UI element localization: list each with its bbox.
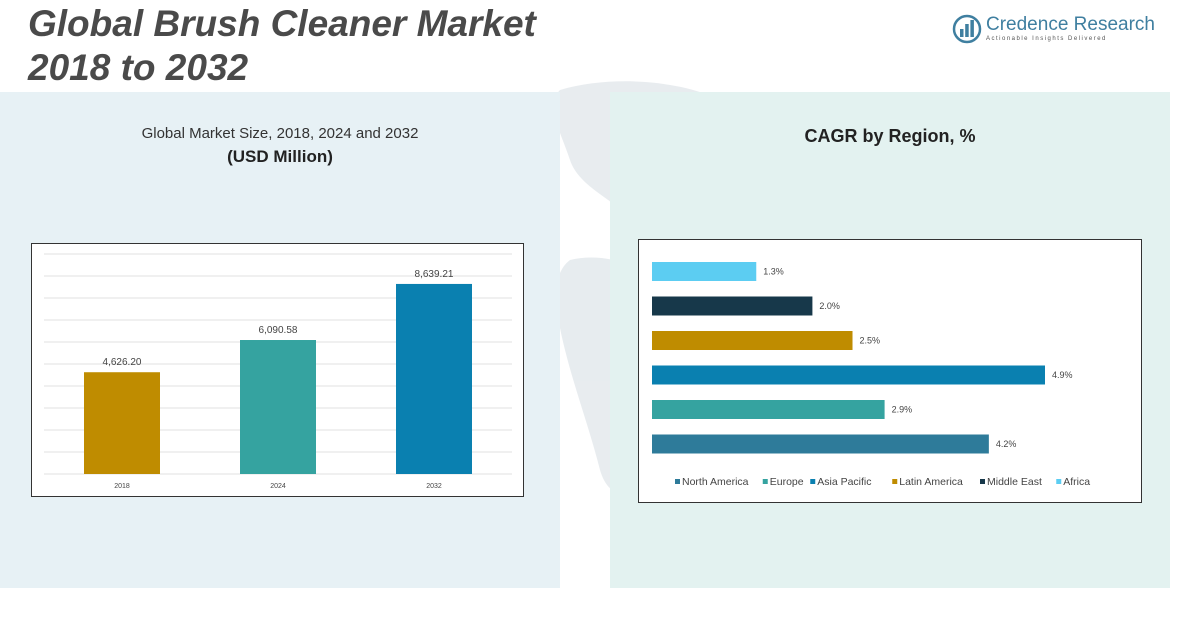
market-size-chart-title: Global Market Size, 2018, 2024 and 2032	[141, 125, 419, 142]
bar-value-label: 8,639.21	[415, 269, 454, 280]
legend-swatch	[1056, 479, 1062, 484]
hbar-value-label: 2.0%	[819, 301, 840, 311]
credence-research-logo: Credence Research Actionable Insights De…	[952, 14, 1162, 46]
market-size-chart-unit: (USD Million)	[227, 147, 333, 166]
x-tick-label: 2024	[270, 483, 286, 490]
logo-tagline: Actionable Insights Delivered	[986, 36, 1107, 42]
legend-label: Europe	[770, 476, 804, 488]
bar-value-label: 4,626.20	[103, 357, 142, 368]
page-title-line-2: 2018 to 2032	[28, 47, 249, 88]
x-tick-label: 2018	[114, 483, 130, 490]
legend-swatch	[810, 479, 816, 484]
bar-2024	[240, 340, 316, 474]
bar-chart-circle-icon	[952, 14, 982, 44]
bar-value-label: 6,090.58	[259, 325, 298, 336]
legend-swatch	[762, 479, 768, 484]
market-size-bar-chart: 4,626.20 2018 6,090.58 2024 8,639.21 2032	[31, 243, 524, 497]
hbar-north-america	[652, 434, 989, 454]
cagr-bar-chart: 1.3% 2.0% 2.5% 4.9% 2.9% 4.2% North America Eur…	[638, 239, 1142, 503]
hbar-value-label: 4.9%	[1052, 370, 1073, 380]
market-size-bar-chart-svg: 4,626.20 2018 6,090.58 2024 8,639.21 2032	[44, 253, 512, 490]
legend-label: Middle East	[987, 476, 1042, 488]
legend-label: Asia Pacific	[817, 476, 871, 488]
legend-label: Africa	[1063, 476, 1090, 488]
hbar-africa	[652, 262, 757, 281]
cagr-chart-title: CAGR by Region, %	[804, 126, 976, 146]
legend-swatch	[675, 479, 680, 484]
hbar-europe	[652, 400, 885, 419]
x-tick-label: 2032	[426, 483, 442, 490]
page-title: Global Brush Cleaner Market 2018 to 2032	[28, 2, 536, 90]
legend-swatch	[892, 479, 898, 484]
legend-label: North America	[682, 476, 749, 488]
cagr-bar-chart-svg: 1.3% 2.0% 2.5% 4.9% 2.9% 4.2% North America Eur…	[652, 262, 1090, 488]
page-title-line-1: Global Brush Cleaner Market	[28, 3, 536, 44]
hbar-value-label: 2.5%	[860, 336, 881, 346]
hbar-latin-america	[652, 331, 853, 350]
hbar-value-label: 1.3%	[763, 267, 784, 277]
hbar-value-label: 4.2%	[996, 439, 1017, 449]
legend-label: Latin America	[899, 476, 963, 488]
hbar-middle-east	[652, 296, 813, 316]
bar-2032	[396, 283, 472, 474]
logo-name: Credence Research	[986, 14, 1155, 35]
legend-swatch	[980, 479, 985, 484]
bar-2018	[84, 372, 160, 474]
hbar-asia-pacific	[652, 365, 1045, 385]
hbar-value-label: 2.9%	[892, 405, 913, 415]
